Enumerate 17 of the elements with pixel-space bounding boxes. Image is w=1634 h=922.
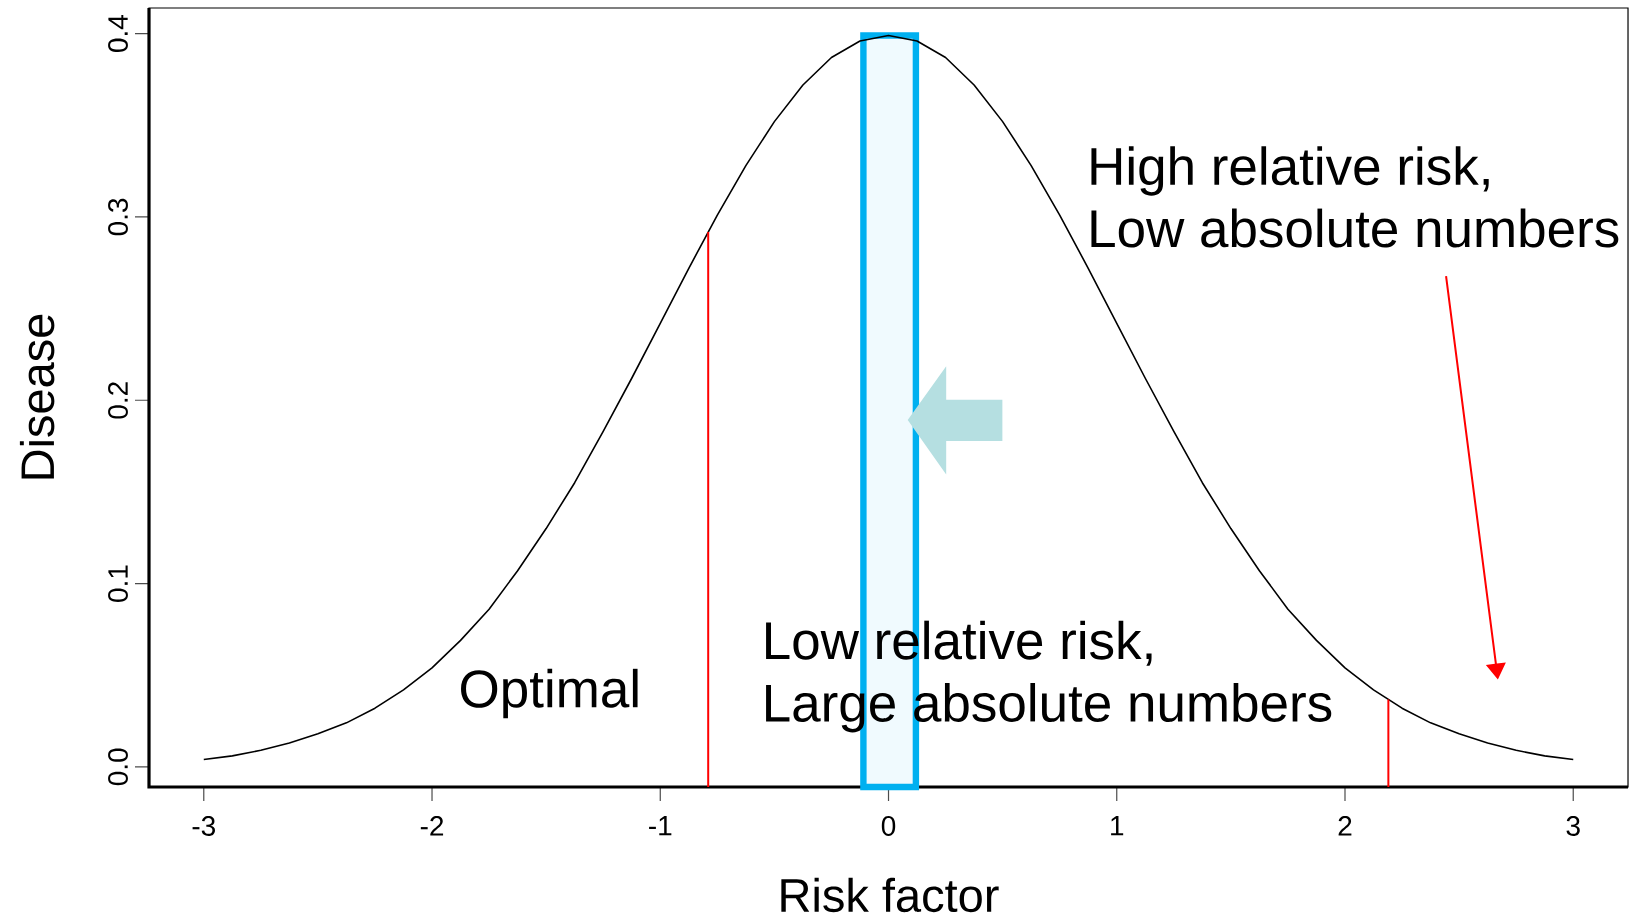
x-tick-label: -3 — [192, 816, 215, 836]
x-tick-label: -1 — [649, 816, 672, 836]
x-tick-label: 0 — [881, 816, 896, 836]
x-tick-label: -2 — [420, 816, 444, 836]
y-tick-label: 0.1 — [108, 565, 128, 602]
y-tick-label: 0.2 — [108, 382, 128, 419]
y-tick-label: 0.3 — [108, 198, 128, 236]
annotation: Optimal — [461, 668, 638, 719]
y-tick-label: 0.0 — [108, 748, 128, 786]
annotation: Low absolute numbers — [1091, 208, 1619, 248]
annotation: High relative risk, — [1091, 146, 1489, 196]
x-tick-label: 3 — [1566, 816, 1580, 836]
x-tick-label: 1 — [1111, 816, 1124, 836]
x-tick-label: 2 — [1338, 816, 1352, 836]
y-tick-label: 0.4 — [108, 15, 128, 53]
y-axis-title: Disease — [19, 314, 55, 479]
x-axis-title: Risk factor — [781, 877, 999, 913]
